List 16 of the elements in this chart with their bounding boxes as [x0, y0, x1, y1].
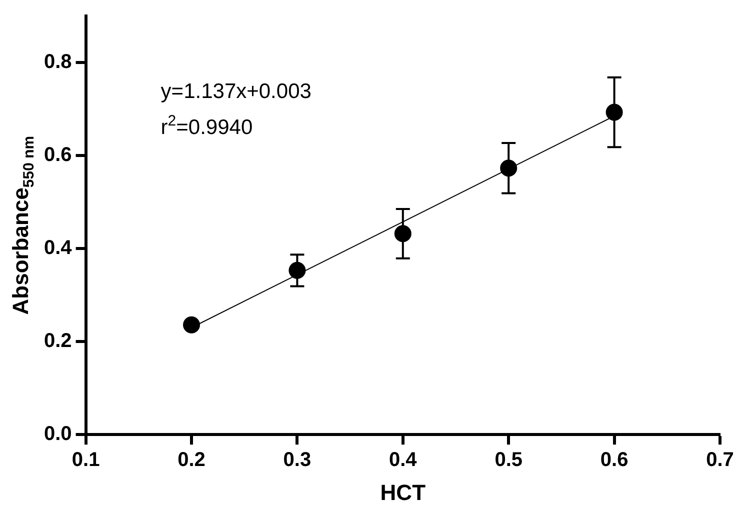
y-tick-label: 0.6	[44, 144, 72, 166]
x-tick-label: 0.1	[72, 449, 100, 472]
x-tick-label: 0.2	[178, 449, 206, 472]
x-tick-label: 0.5	[494, 449, 523, 472]
annotation: y=1.137x+0.003	[160, 80, 312, 103]
x-tick-label: 0.3	[283, 449, 312, 472]
point	[183, 316, 200, 334]
y-tick-label: 0.4	[44, 237, 73, 260]
x-tick-label: 0.4	[388, 449, 418, 472]
y-tick-label: 0.0	[44, 423, 72, 446]
y-tick-label: 0.8	[44, 51, 72, 74]
y-axis-title: Absorbance550 nm	[8, 136, 38, 315]
y-tick-label: 0.2	[44, 330, 72, 352]
x-tick-label: 0.7	[706, 449, 734, 472]
x-tick-label: 0.6	[600, 449, 628, 472]
x-axis-title: HCT	[380, 480, 426, 505]
